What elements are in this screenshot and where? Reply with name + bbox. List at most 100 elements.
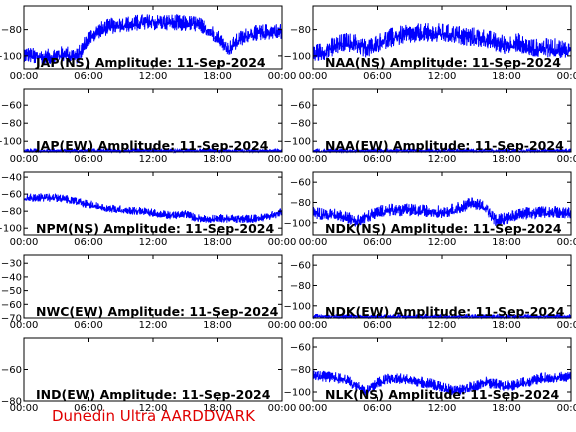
x-tick-label: 06:00	[74, 403, 103, 414]
x-tick-label: 06:00	[74, 154, 103, 165]
x-tick-label: 18:00	[492, 154, 521, 165]
series-line-5-0	[312, 197, 572, 227]
x-tick-label: 00:00	[557, 237, 576, 248]
x-tick-label: 00:00	[10, 154, 39, 165]
series-line-0-0	[23, 14, 283, 66]
x-tick-label: 00:00	[557, 71, 576, 82]
y-tick-label: −30	[1, 259, 22, 270]
y-tick-label: −40	[1, 173, 22, 184]
x-tick-label: 18:00	[203, 403, 232, 414]
panel-0: 00:00 06:00 12:00 18:00 00:00 −80 −100 JAP(NS) …	[0, 5, 297, 82]
x-tick-label: 00:00	[268, 71, 297, 82]
x-tick-label: 00:00	[10, 237, 39, 248]
y-tick-label: −80	[290, 365, 311, 376]
y-tick-label: −80	[290, 119, 311, 130]
panel-9: 00:00 06:00 12:00 18:00 00:00 −60 −80 −100 NLK(N…	[284, 337, 576, 414]
x-tick-label: 06:00	[74, 320, 103, 331]
x-tick-label: 12:00	[139, 71, 168, 82]
y-tick-label: −70	[1, 314, 22, 325]
x-tick-label: 12:00	[428, 320, 457, 331]
x-tick-label: 00:00	[268, 320, 297, 331]
y-tick-label: −50	[1, 286, 22, 297]
panel-5: 00:00 06:00 12:00 18:00 00:00 −60 −80 −100 NDK(N…	[284, 171, 576, 248]
panel-2: 00:00 06:00 12:00 18:00 00:00 −60 −80 −100 JAP(E…	[0, 88, 297, 165]
x-tick-label: 12:00	[139, 320, 168, 331]
panel-title: NAA(NS) Amplitude: 11-Sep-2024	[325, 55, 561, 70]
y-tick-label: −100	[284, 218, 311, 229]
x-tick-label: 12:00	[428, 237, 457, 248]
x-tick-label: 00:00	[299, 71, 328, 82]
series-line-4-0	[23, 193, 283, 224]
y-tick-label: −60	[1, 190, 22, 201]
panel-1: 00:00 06:00 12:00 18:00 00:00 −80 −100 NAA(NS) …	[284, 5, 576, 82]
y-tick-label: −100	[0, 51, 22, 62]
y-tick-label: −60	[290, 178, 311, 189]
x-tick-label: 12:00	[139, 237, 168, 248]
x-tick-label: 00:00	[268, 403, 297, 414]
y-tick-label: −80	[1, 119, 22, 130]
x-tick-label: 12:00	[139, 403, 168, 414]
panel-title: NDK(EW) Amplitude: 11-Sep-2024	[325, 304, 565, 319]
y-tick-label: −100	[284, 388, 311, 399]
x-tick-label: 00:00	[299, 320, 328, 331]
panel-4: 00:00 06:00 12:00 18:00 00:00 −40 −60 −80 −100 NP…	[0, 171, 297, 248]
panel-title: NDK(NS) Amplitude: 11-Sep-2024	[325, 221, 562, 236]
x-tick-label: 06:00	[74, 237, 103, 248]
y-tick-label: −60	[290, 261, 311, 272]
series-line-9-0	[312, 370, 572, 396]
panel-8: 00:00 06:00 12:00 18:00 00:00 −60 −80 IND(EW) A…	[1, 337, 297, 414]
x-tick-label: 18:00	[203, 320, 232, 331]
panel-title: JAP(EW) Amplitude: 11-Sep-2024	[35, 138, 269, 153]
panel-title: NPM(NS) Amplitude: 11-Sep-2024	[36, 221, 274, 236]
y-tick-label: −80	[290, 198, 311, 209]
y-tick-label: −60	[290, 101, 311, 112]
x-tick-label: 06:00	[363, 403, 392, 414]
y-tick-label: −60	[290, 343, 311, 354]
y-tick-label: −80	[290, 281, 311, 292]
y-tick-label: −80	[1, 397, 22, 408]
x-tick-label: 06:00	[363, 71, 392, 82]
x-tick-label: 00:00	[10, 403, 39, 414]
x-tick-label: 00:00	[10, 320, 39, 331]
x-tick-label: 12:00	[428, 403, 457, 414]
panel-7: 00:00 06:00 12:00 18:00 00:00 −60 −80 −100 NDK(E…	[284, 254, 576, 331]
y-tick-label: −60	[1, 101, 22, 112]
x-tick-label: 18:00	[492, 237, 521, 248]
y-tick-label: −60	[1, 365, 22, 376]
x-tick-label: 00:00	[299, 154, 328, 165]
x-tick-label: 06:00	[363, 320, 392, 331]
panel-6: 00:00 06:00 12:00 18:00 00:00 −30 −40 −50 −60 −70…	[1, 254, 297, 331]
y-tick-label: −60	[1, 300, 22, 311]
panel-3: 00:00 06:00 12:00 18:00 00:00 −60 −80 −100 NAA(E…	[284, 88, 576, 165]
x-tick-label: 00:00	[557, 320, 576, 331]
y-tick-label: −100	[0, 224, 22, 235]
x-tick-label: 00:00	[299, 237, 328, 248]
x-tick-label: 00:00	[299, 403, 328, 414]
panel-title: JAP(NS) Amplitude: 11-Sep-2024	[35, 55, 266, 70]
y-tick-label: −80	[1, 25, 22, 36]
y-tick-label: −80	[1, 207, 22, 218]
x-tick-label: 06:00	[363, 237, 392, 248]
panel-title: NWC(EW) Amplitude: 11-Sep-2024	[36, 304, 279, 319]
series-line-1-0	[312, 23, 572, 61]
x-tick-label: 18:00	[492, 320, 521, 331]
y-tick-label: −100	[284, 301, 311, 312]
x-tick-label: 00:00	[10, 71, 39, 82]
y-tick-label: −100	[0, 137, 22, 148]
y-tick-label: −100	[284, 137, 311, 148]
x-tick-label: 00:00	[268, 154, 297, 165]
y-tick-label: −40	[1, 272, 22, 283]
y-tick-label: −80	[290, 25, 311, 36]
x-tick-label: 06:00	[74, 71, 103, 82]
x-tick-label: 18:00	[203, 237, 232, 248]
x-tick-label: 12:00	[428, 71, 457, 82]
panel-title: IND(EW) Amplitude: 11-Sep-2024	[36, 387, 271, 402]
x-tick-label: 00:00	[268, 237, 297, 248]
x-tick-label: 18:00	[492, 403, 521, 414]
x-tick-label: 18:00	[203, 71, 232, 82]
y-tick-label: −100	[284, 51, 311, 62]
x-tick-label: 00:00	[557, 403, 576, 414]
x-tick-label: 18:00	[203, 154, 232, 165]
x-tick-label: 12:00	[428, 154, 457, 165]
